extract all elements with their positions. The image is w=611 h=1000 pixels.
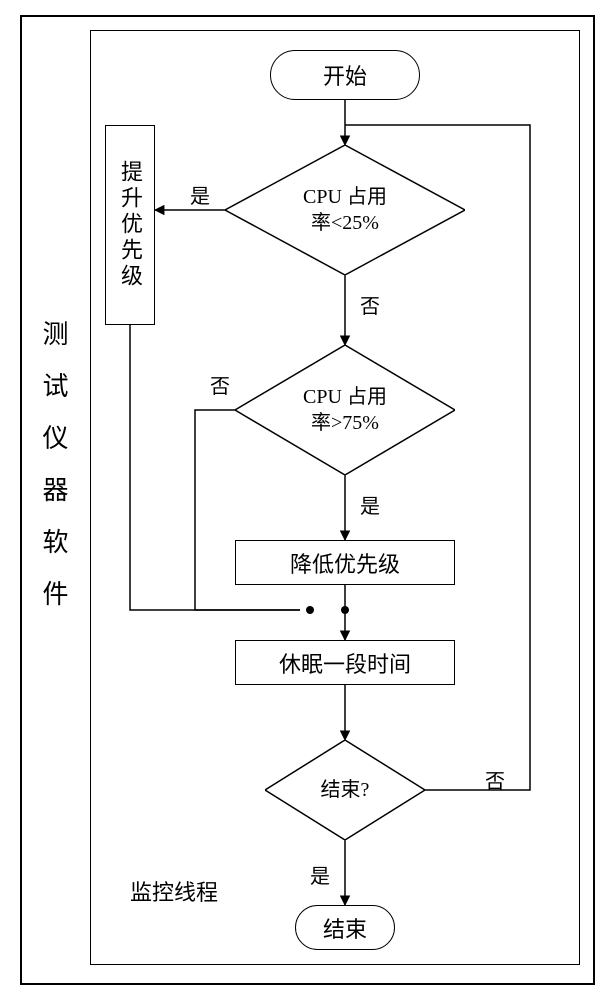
raise-priority-node: 提升优先级 [105, 125, 155, 325]
lower-text: 降低优先级 [290, 547, 400, 579]
sleep-text: 休眠一段时间 [279, 647, 411, 679]
d3-yes-label: 是 [310, 860, 330, 889]
d1-no-label: 否 [360, 290, 380, 319]
canvas: 测试仪器软件 监控线程 开始 [0, 0, 611, 1000]
d2-no-label: 否 [210, 370, 230, 399]
inner-label: 监控线程 [130, 875, 218, 907]
d1-yes-label: 是 [190, 180, 210, 209]
lower-priority-node: 降低优先级 [235, 540, 455, 585]
d2-yes-label: 是 [360, 490, 380, 519]
end-node: 结束 [295, 905, 395, 950]
decision-3-text: 结束? [265, 740, 425, 840]
decision-1-text: CPU 占用率<25% [225, 145, 465, 275]
decision-end: 结束? [265, 740, 425, 840]
end-text: 结束 [323, 912, 367, 944]
start-text: 开始 [323, 59, 367, 91]
outer-label: 测试仪器软件 [35, 320, 72, 632]
decision-cpu-lt-25: CPU 占用率<25% [225, 145, 465, 275]
decision-2-text: CPU 占用率>75% [235, 345, 455, 475]
sleep-node: 休眠一段时间 [235, 640, 455, 685]
start-node: 开始 [270, 50, 420, 100]
raise-text: 提升优先级 [114, 160, 146, 290]
d3-no-label: 否 [485, 765, 505, 794]
decision-cpu-gt-75: CPU 占用率>75% [235, 345, 455, 475]
